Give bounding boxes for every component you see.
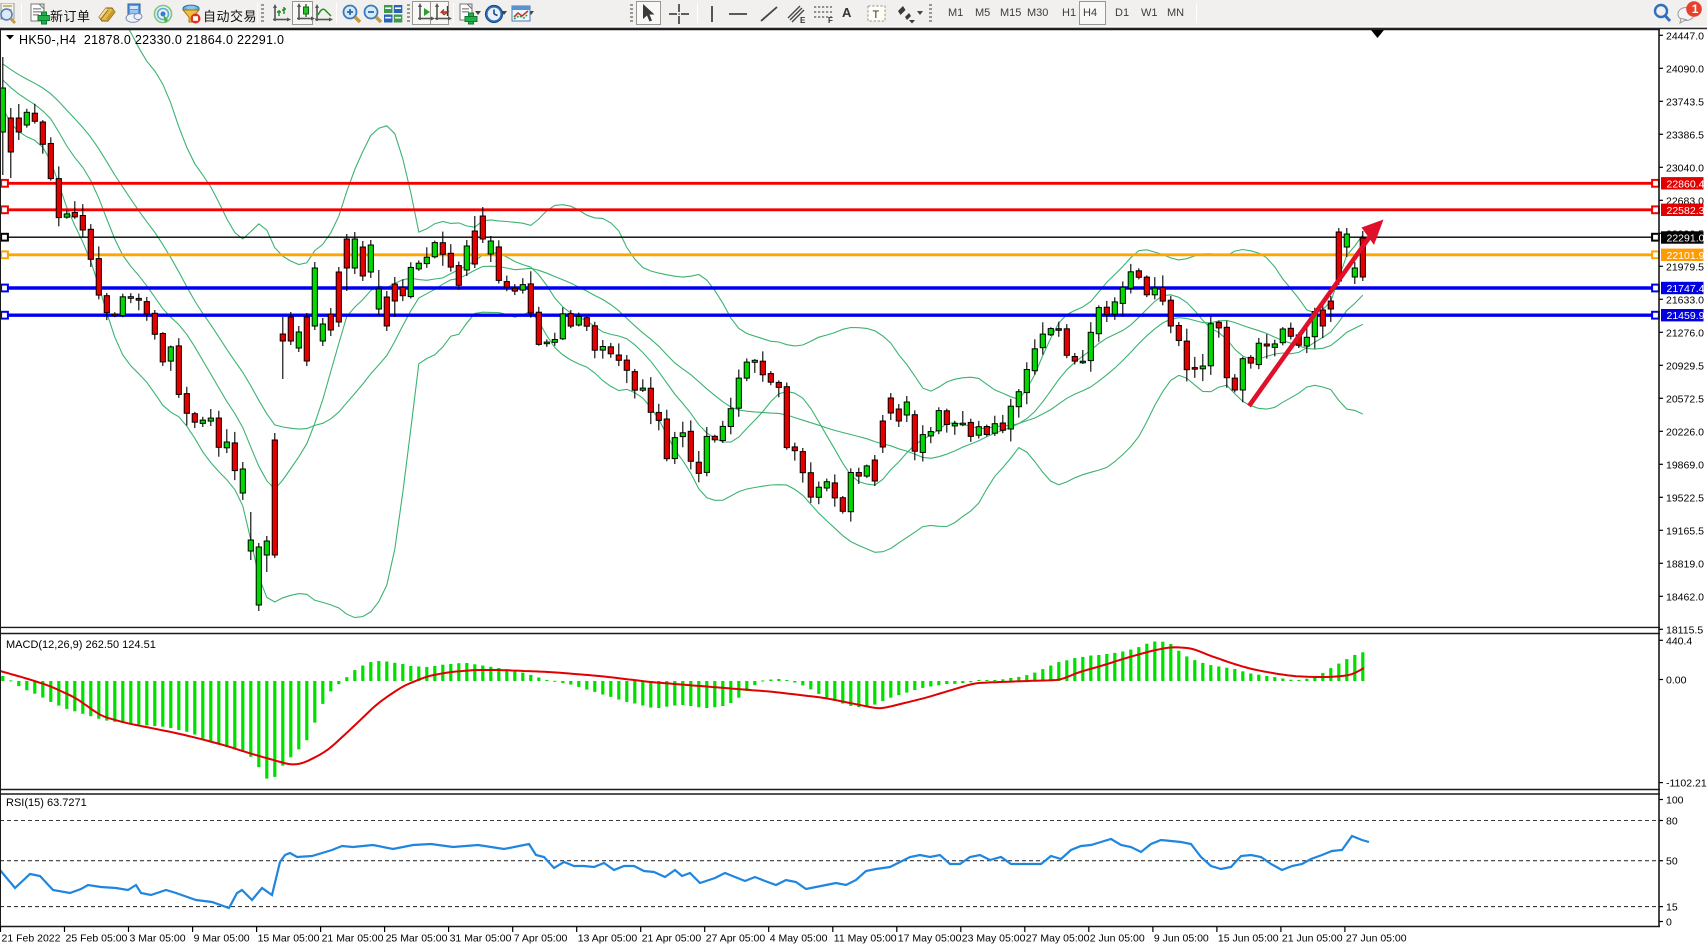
svg-text:7 Apr 05:00: 7 Apr 05:00 bbox=[514, 933, 568, 945]
svg-text:0: 0 bbox=[1666, 917, 1672, 929]
svg-text:31 Mar 05:00: 31 Mar 05:00 bbox=[450, 933, 512, 945]
svg-text:20226.0: 20226.0 bbox=[1666, 426, 1704, 438]
svg-text:21276.0: 21276.0 bbox=[1666, 327, 1704, 339]
svg-text:20929.5: 20929.5 bbox=[1666, 360, 1704, 372]
svg-text:11 May 05:00: 11 May 05:00 bbox=[834, 933, 897, 945]
svg-text:18462.0: 18462.0 bbox=[1666, 591, 1704, 603]
svg-text:1: 1 bbox=[1692, 2, 1699, 16]
svg-text:13 Apr 05:00: 13 Apr 05:00 bbox=[578, 933, 638, 945]
svg-text:9 Mar 05:00: 9 Mar 05:00 bbox=[194, 933, 250, 945]
svg-text:19522.5: 19522.5 bbox=[1666, 492, 1704, 504]
svg-text:2 Jun 05:00: 2 Jun 05:00 bbox=[1090, 933, 1145, 945]
svg-text:0.00: 0.00 bbox=[1666, 675, 1687, 687]
svg-text:23 May 05:00: 23 May 05:00 bbox=[962, 933, 1026, 945]
svg-text:4 May 05:00: 4 May 05:00 bbox=[770, 933, 828, 945]
svg-text:F: F bbox=[828, 16, 833, 24]
svg-text:25 Mar 05:00: 25 Mar 05:00 bbox=[386, 933, 448, 945]
svg-text:E: E bbox=[800, 16, 806, 24]
svg-text:27 Jun 05:00: 27 Jun 05:00 bbox=[1346, 933, 1407, 945]
svg-text:27 Apr 05:00: 27 Apr 05:00 bbox=[706, 933, 766, 945]
svg-text:23743.5: 23743.5 bbox=[1666, 96, 1704, 108]
svg-text:3 Mar 05:00: 3 Mar 05:00 bbox=[130, 933, 186, 945]
svg-text:T: T bbox=[873, 9, 880, 21]
svg-text:27 May 05:00: 27 May 05:00 bbox=[1026, 933, 1090, 945]
svg-text:18819.0: 18819.0 bbox=[1666, 558, 1704, 570]
svg-text:100: 100 bbox=[1666, 795, 1684, 807]
svg-text:50: 50 bbox=[1666, 856, 1678, 868]
svg-text:22291.0: 22291.0 bbox=[1667, 233, 1705, 245]
svg-text:21 Jun 05:00: 21 Jun 05:00 bbox=[1282, 933, 1343, 945]
svg-text:21 Apr 05:00: 21 Apr 05:00 bbox=[642, 933, 702, 945]
svg-text:23386.5: 23386.5 bbox=[1666, 129, 1704, 141]
svg-text:24090.0: 24090.0 bbox=[1666, 63, 1704, 75]
svg-text:19869.0: 19869.0 bbox=[1666, 459, 1704, 471]
svg-text:RSI(15) 63.7271: RSI(15) 63.7271 bbox=[6, 797, 87, 809]
svg-text:9 Jun 05:00: 9 Jun 05:00 bbox=[1154, 933, 1209, 945]
svg-text:HK50-,H4 21878.0 22330.0 2186: HK50-,H4 21878.0 22330.0 21864.0 22291.0 bbox=[19, 33, 284, 47]
svg-text:22860.4: 22860.4 bbox=[1667, 178, 1705, 190]
svg-text:15 Mar 05:00: 15 Mar 05:00 bbox=[258, 933, 320, 945]
svg-text:18115.5: 18115.5 bbox=[1666, 624, 1703, 636]
svg-text:21633.0: 21633.0 bbox=[1666, 294, 1704, 306]
svg-text:-1102.21: -1102.21 bbox=[1666, 778, 1707, 790]
svg-text:17 May 05:00: 17 May 05:00 bbox=[898, 933, 962, 945]
svg-text:22582.3: 22582.3 bbox=[1667, 205, 1705, 217]
svg-text:80: 80 bbox=[1666, 816, 1678, 828]
svg-text:21979.5: 21979.5 bbox=[1666, 261, 1704, 273]
svg-text:15 Jun 05:00: 15 Jun 05:00 bbox=[1218, 933, 1279, 945]
svg-text:23040.0: 23040.0 bbox=[1666, 162, 1704, 174]
svg-text:19165.5: 19165.5 bbox=[1666, 525, 1704, 537]
svg-text:21 Feb 2022: 21 Feb 2022 bbox=[2, 933, 61, 945]
svg-text:21747.4: 21747.4 bbox=[1667, 283, 1705, 295]
svg-text:21459.9: 21459.9 bbox=[1667, 310, 1705, 322]
svg-text:MACD(12,26,9) 262.50 124.51: MACD(12,26,9) 262.50 124.51 bbox=[6, 639, 156, 651]
svg-text:22101.9: 22101.9 bbox=[1667, 250, 1705, 262]
svg-text:15: 15 bbox=[1666, 902, 1678, 914]
svg-text:25 Feb 05:00: 25 Feb 05:00 bbox=[66, 933, 128, 945]
svg-text:20572.5: 20572.5 bbox=[1666, 393, 1704, 405]
svg-text:440.4: 440.4 bbox=[1666, 635, 1692, 647]
svg-text:21 Mar 05:00: 21 Mar 05:00 bbox=[322, 933, 384, 945]
svg-text:24447.0: 24447.0 bbox=[1666, 30, 1704, 42]
